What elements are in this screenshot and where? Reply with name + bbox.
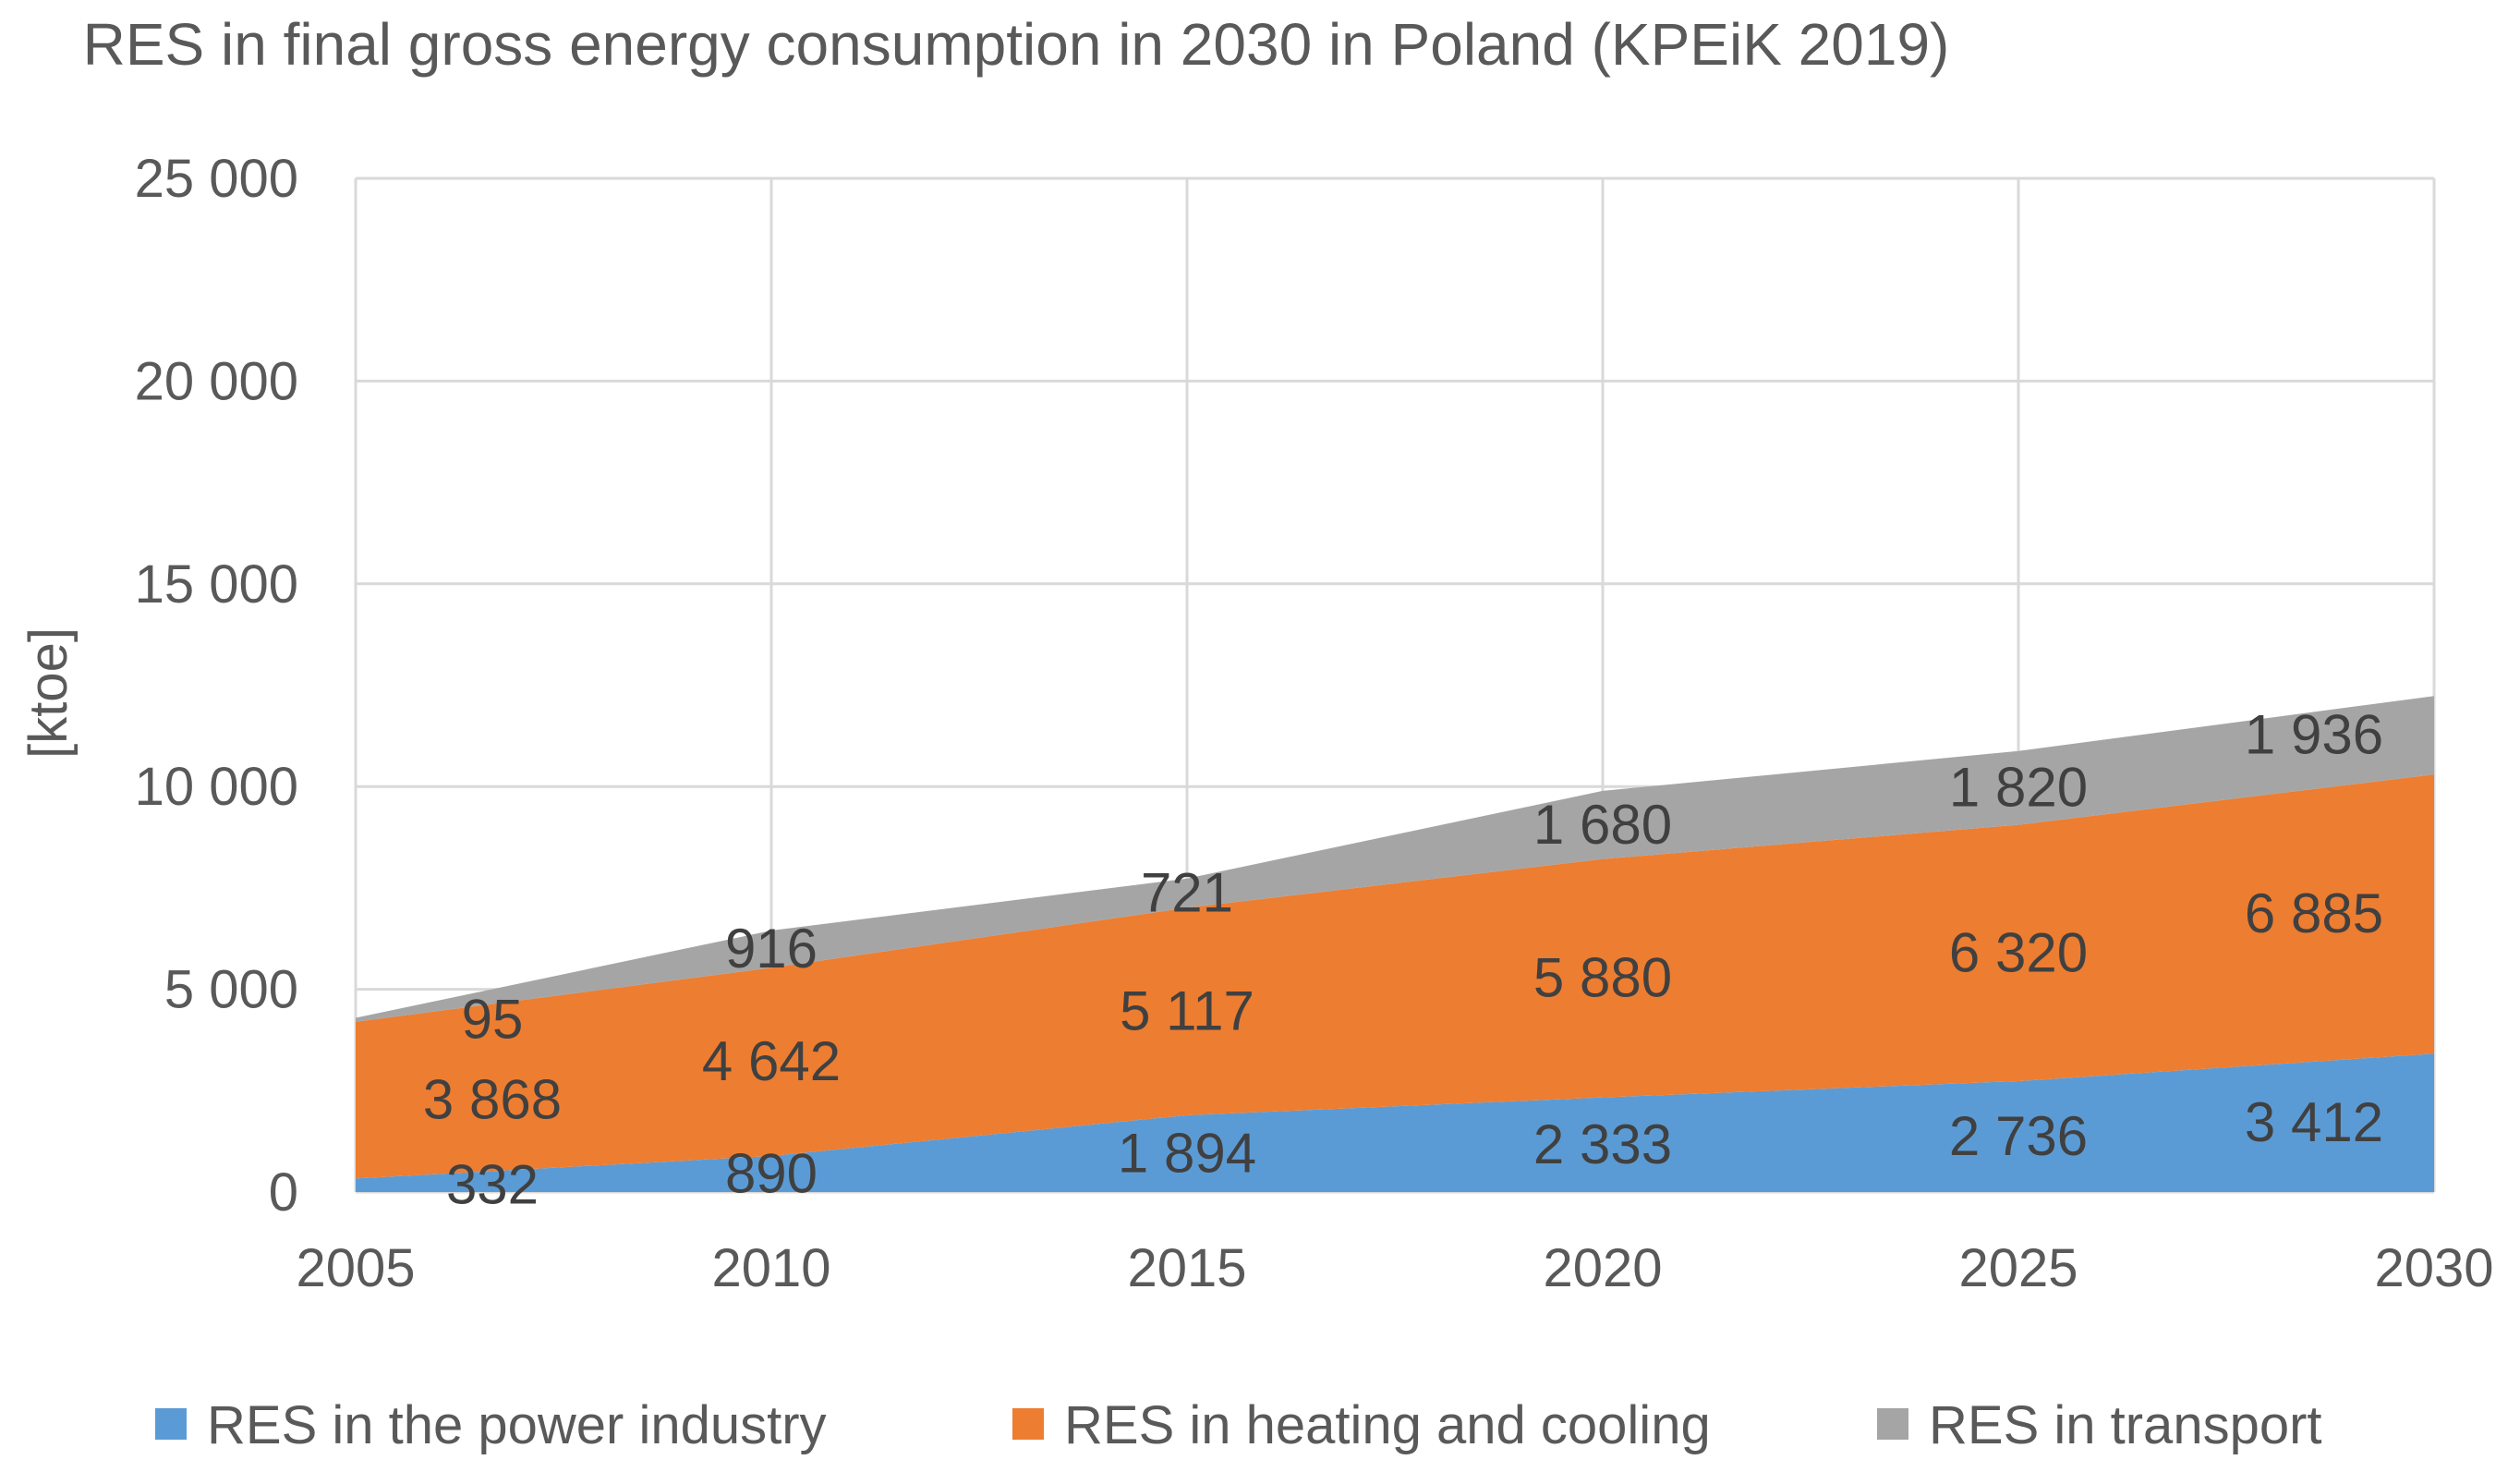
legend-label: RES in transport bbox=[1929, 1395, 2322, 1455]
y-tick-label: 15 000 bbox=[135, 554, 298, 614]
area-series bbox=[356, 696, 2434, 1192]
data-label: 6 320 bbox=[1949, 921, 2088, 983]
legend-swatch bbox=[155, 1408, 187, 1440]
legend-item: RES in heating and cooling bbox=[1012, 1395, 1711, 1455]
data-label: 1 680 bbox=[1533, 794, 1672, 856]
data-label: 3 868 bbox=[423, 1069, 562, 1131]
data-label: 1 936 bbox=[2245, 704, 2383, 766]
area-res-in-the-power-industry bbox=[356, 1053, 2434, 1192]
y-tick-label: 10 000 bbox=[135, 757, 298, 817]
legend-label: RES in the power industry bbox=[207, 1395, 827, 1455]
data-label: 1 820 bbox=[1949, 757, 2088, 819]
data-labels: 332 890 1 894 2 333 2 736 3 412 3 868 4 642 5 11… bbox=[423, 704, 2383, 1216]
x-tick-label: 2005 bbox=[296, 1238, 415, 1298]
y-tick-label: 20 000 bbox=[135, 351, 298, 411]
area-res-in-transport bbox=[356, 696, 2434, 1022]
data-label: 95 bbox=[462, 989, 524, 1051]
data-label: 1 894 bbox=[1118, 1122, 1256, 1184]
x-tick-label: 2030 bbox=[2374, 1238, 2493, 1298]
y-axis-ticks: 0 5 000 10 000 15 000 20 000 25 000 bbox=[135, 149, 298, 1223]
data-label: 721 bbox=[1141, 862, 1233, 924]
data-label: 332 bbox=[446, 1154, 539, 1216]
x-tick-label: 2020 bbox=[1543, 1238, 1662, 1298]
x-axis-ticks: 2005 2010 2015 2020 2025 2030 bbox=[296, 1238, 2493, 1298]
legend-swatch bbox=[1012, 1408, 1044, 1440]
data-label: 6 885 bbox=[2245, 882, 2383, 944]
x-tick-label: 2010 bbox=[711, 1238, 830, 1298]
y-axis-label: [ktoe] bbox=[18, 627, 79, 759]
y-tick-label: 0 bbox=[269, 1162, 298, 1223]
legend-item: RES in transport bbox=[1877, 1395, 2322, 1455]
legend: RES in the power industry RES in heating … bbox=[155, 1395, 2322, 1455]
chart-title: RES in final gross energy consumption in… bbox=[83, 11, 1950, 78]
x-tick-label: 2025 bbox=[1958, 1238, 2078, 1298]
data-label: 2 333 bbox=[1533, 1113, 1672, 1175]
data-label: 5 117 bbox=[1120, 980, 1254, 1042]
x-tick-label: 2015 bbox=[1127, 1238, 1246, 1298]
y-tick-label: 25 000 bbox=[135, 149, 298, 209]
data-label: 2 736 bbox=[1949, 1105, 2088, 1167]
data-label: 5 880 bbox=[1533, 947, 1672, 1009]
y-tick-label: 5 000 bbox=[164, 960, 298, 1020]
legend-swatch bbox=[1877, 1408, 1908, 1440]
data-label: 3 412 bbox=[2245, 1091, 2383, 1153]
legend-label: RES in heating and cooling bbox=[1064, 1395, 1711, 1455]
area-res-in-heating-and-cooling bbox=[356, 774, 2434, 1179]
legend-item: RES in the power industry bbox=[155, 1395, 827, 1455]
data-label: 916 bbox=[725, 918, 818, 979]
data-label: 4 642 bbox=[702, 1030, 841, 1092]
data-label: 890 bbox=[725, 1142, 818, 1204]
